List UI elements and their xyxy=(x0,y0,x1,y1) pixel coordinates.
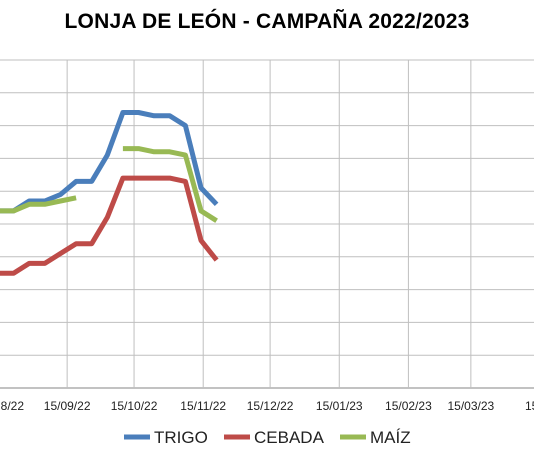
x-tick-label: 15/10/22 xyxy=(111,399,158,413)
series-line-maíz xyxy=(0,195,77,214)
legend-label: CEBADA xyxy=(254,428,325,447)
x-axis-ticks: 8/22 15/09/22 15/10/22 15/11/22 15/12/22 15/0… xyxy=(1,399,534,413)
series-lines xyxy=(0,110,219,276)
x-tick-label: 15/09/22 xyxy=(44,399,91,413)
chart-title: LONJA DE LEÓN - CAMPAÑA 2022/2023 xyxy=(64,10,470,33)
x-tick-label: 15/01/23 xyxy=(316,399,363,413)
x-tick-label: 15/03/23 xyxy=(447,399,494,413)
x-tick-label: 15/02/23 xyxy=(385,399,432,413)
legend: TRIGO CEBADA MAÍZ xyxy=(124,428,411,447)
x-tick-label: 15/ xyxy=(525,399,534,413)
x-tick-label: 8/22 xyxy=(1,399,25,413)
legend-label: MAÍZ xyxy=(370,428,411,447)
gridlines xyxy=(0,59,534,389)
series-line-maíz xyxy=(122,146,218,223)
series-line-cebada xyxy=(0,175,219,276)
x-tick-label: 15/12/22 xyxy=(247,399,294,413)
legend-label: TRIGO xyxy=(154,428,208,447)
x-tick-label: 15/11/22 xyxy=(180,399,226,413)
series-line-trigo xyxy=(0,110,219,214)
